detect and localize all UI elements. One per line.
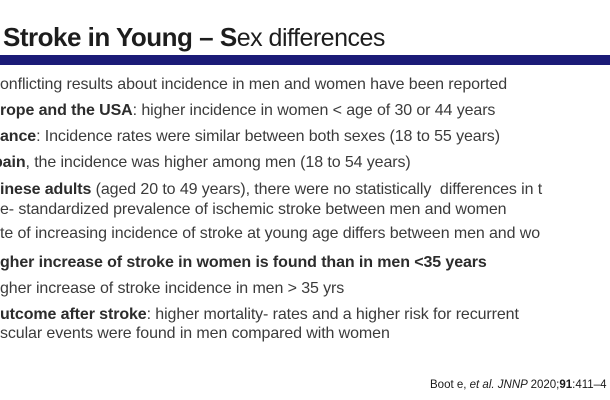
citation-volume: 91 xyxy=(559,379,573,391)
body-line-text: te of increasing incidence of stroke at … xyxy=(0,225,541,242)
body-line: rope and the USA: higher incidence in wo… xyxy=(0,101,495,121)
title-regular-text: ex differences xyxy=(236,24,386,52)
body-line: pain, the incidence was higher among men… xyxy=(0,153,411,173)
body-line-text: (aged 20 to 49 years), there were no sta… xyxy=(91,181,543,198)
body-line: ance: Incidence rates were similar betwe… xyxy=(0,127,500,147)
body-line-bold: rope and the USA xyxy=(0,102,133,119)
body-line-bold: utcome after stroke xyxy=(0,306,147,323)
body-line-text: scular events were found in men compared… xyxy=(0,325,390,342)
body-line-text: : higher mortality- rates and a higher r… xyxy=(146,306,519,323)
title-divider xyxy=(0,55,610,65)
body-line: e- standardized prevalence of ischemic s… xyxy=(0,200,507,220)
citation-pages: :411–4 xyxy=(572,379,607,391)
body-line-text: onflicting results about incidence in me… xyxy=(0,76,508,93)
body-line-text: gher increase of stroke incidence in men… xyxy=(0,280,345,297)
citation-author: Boot e, xyxy=(430,379,470,391)
body-line: inese adults (aged 20 to 49 years), ther… xyxy=(0,180,542,200)
citation: Boot e, et al. JNNP 2020;91:411–4 xyxy=(430,378,606,392)
body-line-bold: pain xyxy=(0,154,26,171)
body-line: gher increase of stroke in women is foun… xyxy=(0,253,487,273)
citation-year: 2020; xyxy=(530,379,560,391)
citation-etal-journal: et al. JNNP xyxy=(469,379,531,391)
body-line-text: : Incidence rates were similar between b… xyxy=(36,128,500,145)
page-title: Stroke in Young – Sex differences xyxy=(3,22,385,57)
body-line-bold: ance xyxy=(0,128,37,145)
body-line: scular events were found in men compared… xyxy=(0,324,390,344)
body-line-bold: inese adults xyxy=(0,181,92,198)
body-line-bold: gher increase of stroke in women is foun… xyxy=(0,254,487,271)
body-line: utcome after stroke: higher mortality- r… xyxy=(0,305,519,325)
title-bold-text: Stroke in Young – S xyxy=(3,22,237,52)
body-line: te of increasing incidence of stroke at … xyxy=(0,224,540,244)
body-line-text: : higher incidence in women < age of 30 … xyxy=(132,102,496,119)
body-line-text: e- standardized prevalence of ischemic s… xyxy=(0,201,507,218)
body-line: onflicting results about incidence in me… xyxy=(0,75,507,95)
body-line-text: , the incidence was higher among men (18… xyxy=(25,154,411,171)
body-line: gher increase of stroke incidence in men… xyxy=(0,279,344,299)
